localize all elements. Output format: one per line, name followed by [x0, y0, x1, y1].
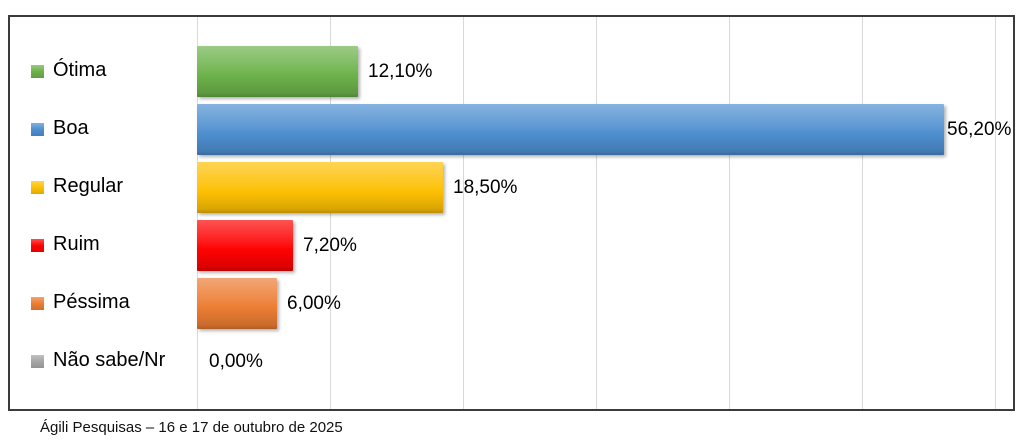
chart-rows: Ótima 12,10% Boa 56,20% Regular 18,50% Ruim 7,2… — [10, 17, 1013, 409]
gridline — [197, 17, 198, 409]
plot-area: Ótima 12,10% Boa 56,20% Regular 18,50% Ruim 7,2… — [8, 15, 1015, 411]
legend-swatch — [31, 180, 44, 194]
bar — [197, 219, 293, 271]
bar — [197, 161, 443, 213]
legend-swatch — [31, 238, 44, 252]
category-label-zone: Regular — [10, 176, 197, 198]
value-label: 56,20% — [947, 118, 1012, 140]
category-label-zone: Ótima — [10, 60, 197, 82]
bar — [197, 277, 277, 329]
chart-row: Regular 18,50% — [10, 158, 1013, 216]
chart-row: Ruim 7,20% — [10, 216, 1013, 274]
value-label: 0,00% — [209, 350, 263, 372]
legend-swatch — [31, 296, 44, 310]
category-label: Boa — [53, 117, 89, 139]
gridline — [463, 17, 464, 409]
legend-swatch — [31, 354, 44, 368]
source-caption: Ágili Pesquisas – 16 e 17 de outubro de … — [40, 419, 343, 436]
legend-swatch — [31, 64, 44, 78]
gridline — [330, 17, 331, 409]
category-label: Ruim — [53, 233, 100, 255]
bar — [197, 103, 944, 155]
gridline — [596, 17, 597, 409]
gridline — [995, 17, 996, 409]
category-label-zone: Ruim — [10, 234, 197, 256]
chart-row: Não sabe/Nr 0,00% — [10, 332, 1013, 390]
legend-swatch — [31, 122, 44, 136]
category-label: Péssima — [53, 291, 130, 313]
category-label-zone: Não sabe/Nr — [10, 350, 197, 372]
bar — [197, 45, 358, 97]
gridline — [729, 17, 730, 409]
value-label: 18,50% — [453, 176, 518, 198]
chart-row: Ótima 12,10% — [10, 42, 1013, 100]
value-label: 6,00% — [287, 292, 341, 314]
value-label: 7,20% — [303, 234, 357, 256]
category-label: Regular — [53, 175, 124, 197]
category-label-zone: Péssima — [10, 292, 197, 314]
value-label: 12,10% — [368, 60, 433, 82]
category-label: Ótima — [53, 59, 107, 81]
gridline — [862, 17, 863, 409]
category-label: Não sabe/Nr — [53, 349, 166, 371]
chart-row: Boa 56,20% — [10, 100, 1013, 158]
chart-row: Péssima 6,00% — [10, 274, 1013, 332]
category-label-zone: Boa — [10, 118, 197, 140]
